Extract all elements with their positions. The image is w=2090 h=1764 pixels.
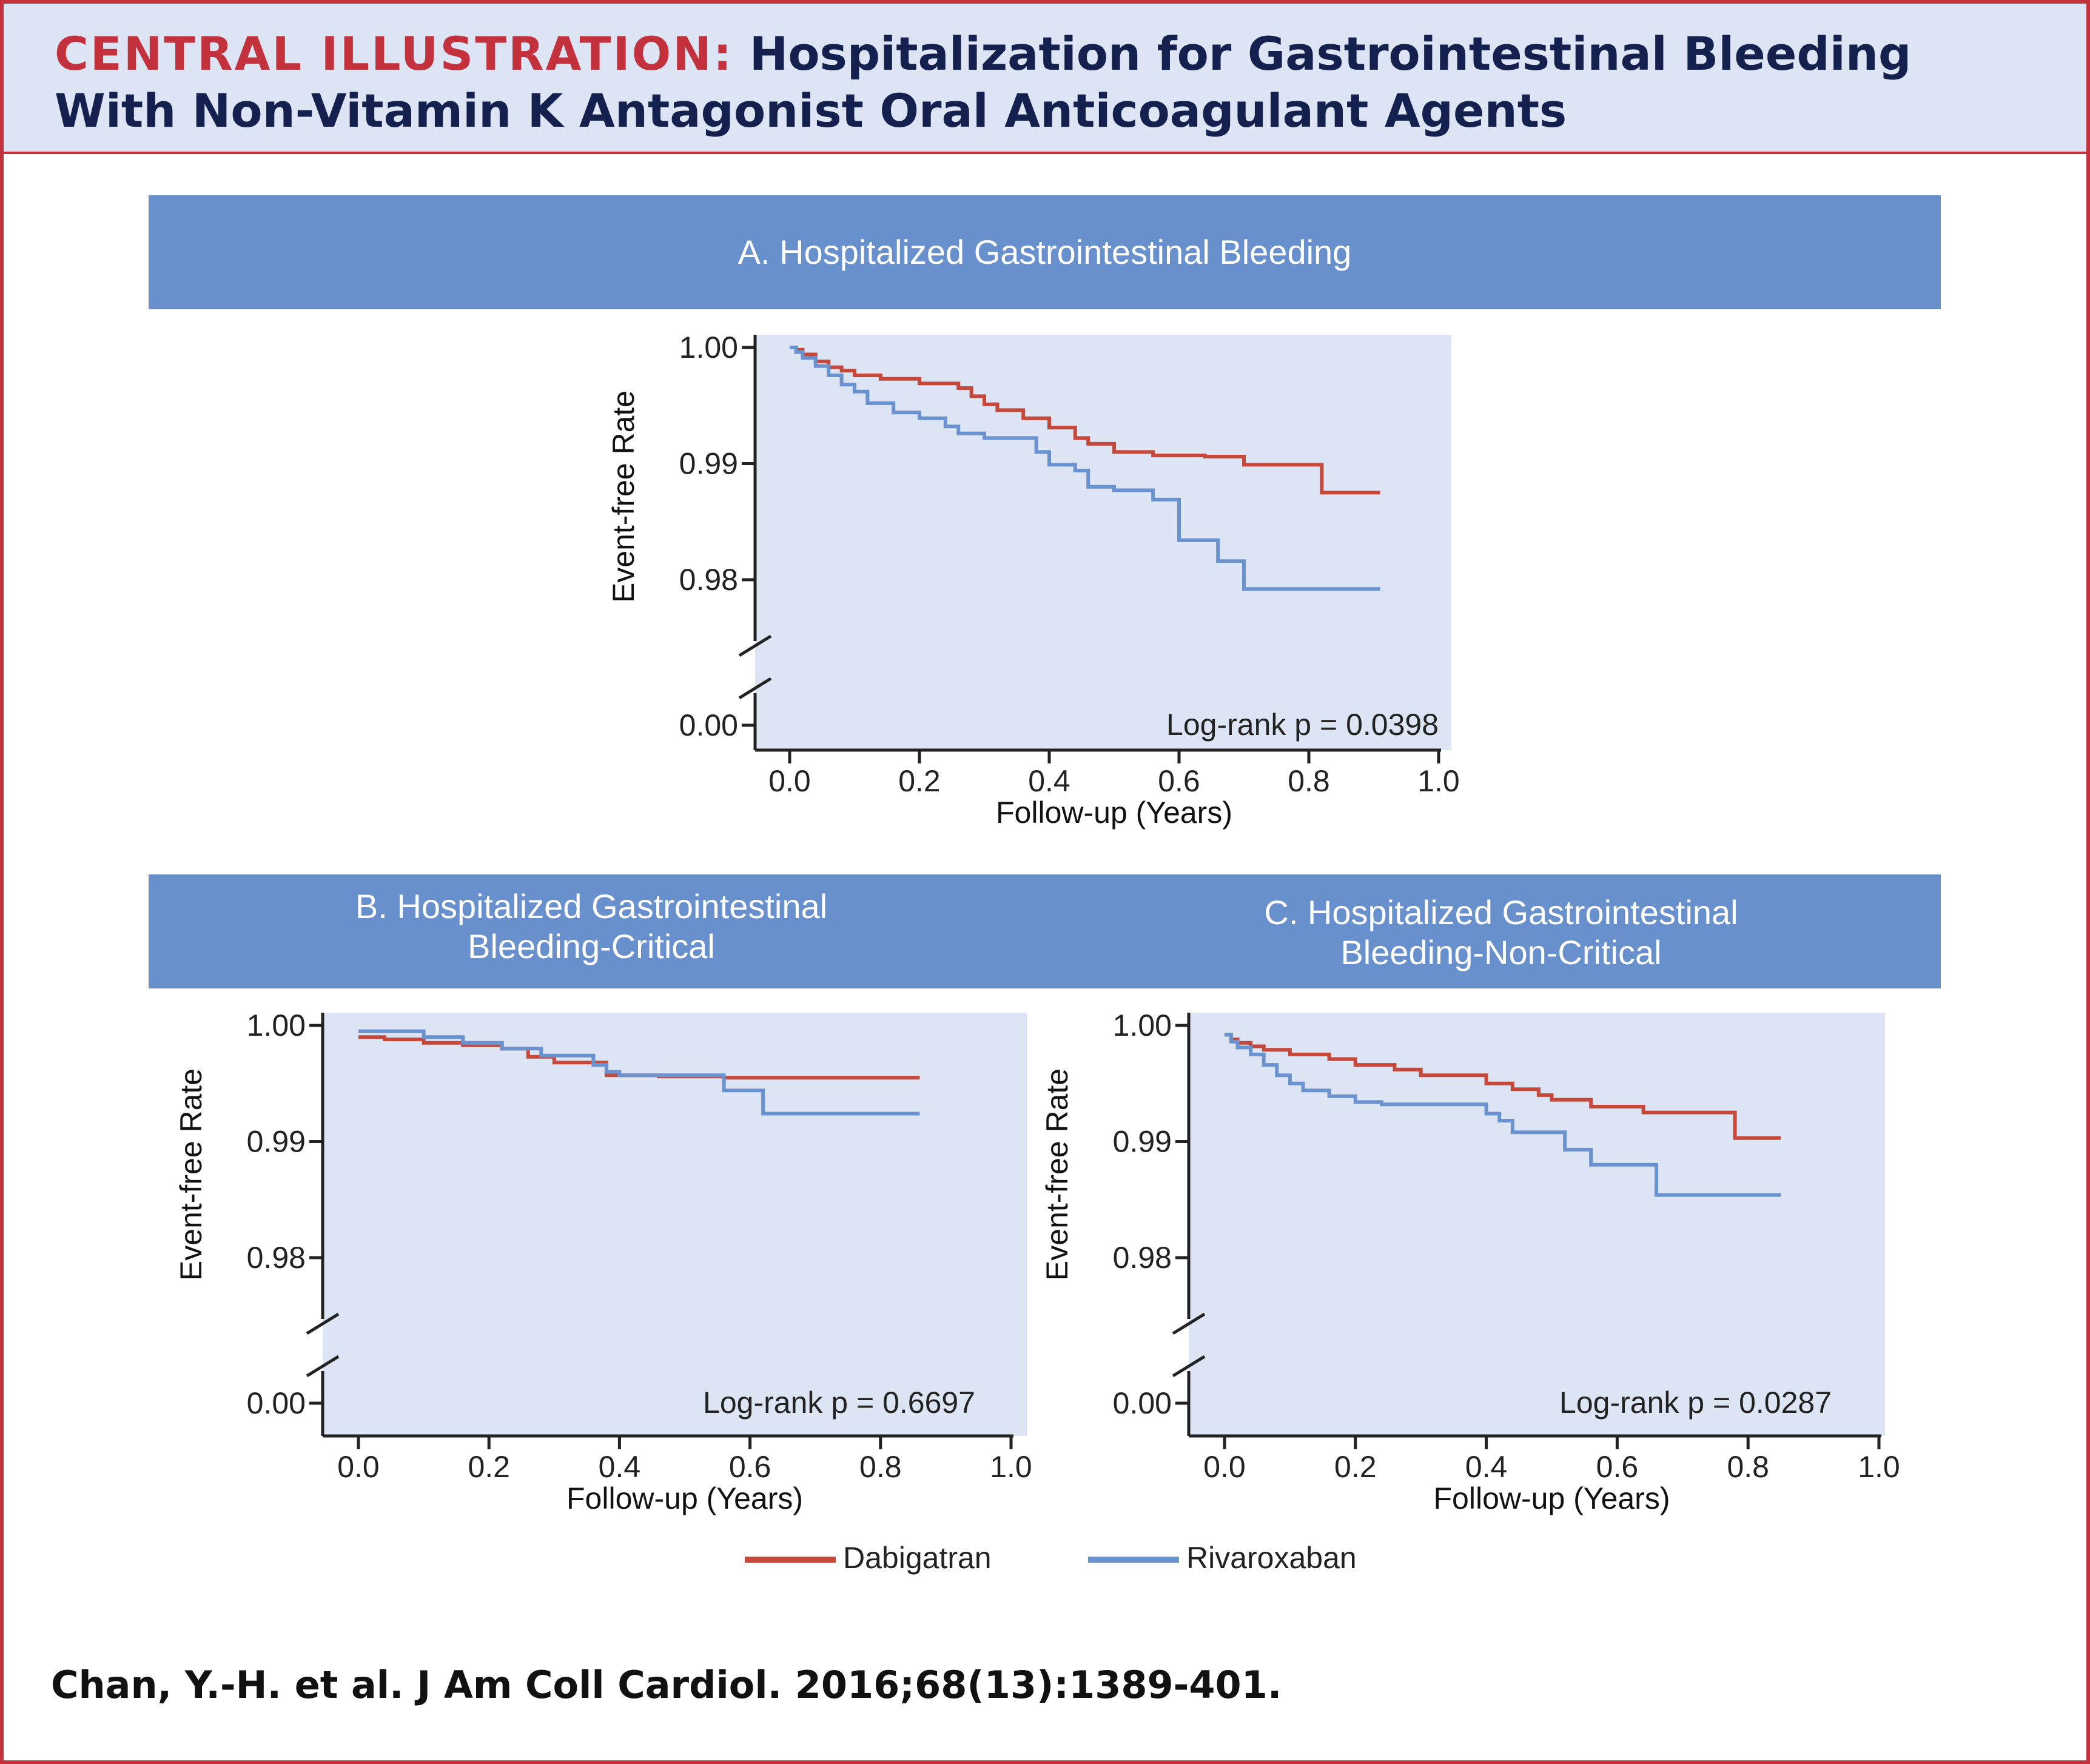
x-tick-label: 0.0: [337, 1450, 380, 1484]
panel-c-banner: C. Hospitalized Gastrointestinal Bleedin…: [1052, 874, 1941, 988]
axis-break-mark: [306, 1312, 340, 1335]
x-tick-label: 0.4: [1465, 1450, 1508, 1484]
y-tick-label: 0.00: [679, 708, 738, 742]
figure-header: CENTRAL ILLUSTRATION: Hospitalization fo…: [4, 4, 2086, 154]
series-line-dabigatran: [1225, 1033, 1781, 1140]
series-line-dabigatran: [790, 346, 1380, 495]
x-tick-label: 0.2: [898, 764, 941, 798]
x-tick-label: 0.6: [729, 1450, 771, 1484]
x-tick-label: 0.8: [859, 1450, 902, 1484]
panel-b-banner: B. Hospitalized Gastrointestinal Bleedin…: [149, 874, 1052, 988]
y-tick-label: 0.00: [247, 1386, 306, 1420]
axis-break-mark: [738, 677, 772, 700]
chart-panel-a: 1.00 0.99 0.98 0.00 0.0 0.2 0.4 0.6 0.8 1.0 Follow…: [607, 330, 1460, 830]
plot-area: [1189, 1013, 1885, 1436]
legend-swatch-dabigatran: [745, 1557, 836, 1563]
x-tick-label: 0.8: [1727, 1450, 1769, 1484]
series-line-rivaroxaban: [790, 346, 1380, 591]
log-rank-annotation: Log-rank p = 0.6697: [703, 1386, 975, 1420]
chart-panel-b: 1.00 0.99 0.98 0.00 0.0 0.2 0.4 0.6 0.8 1.0 Follow…: [174, 1008, 1032, 1515]
legend: Dabigatran Rivaroxaban: [745, 1538, 1412, 1580]
y-axis-label: Event-free Rate: [607, 391, 640, 603]
x-tick-label: 1.0: [1858, 1450, 1900, 1484]
x-axis-label: Follow-up (Years): [566, 1481, 803, 1515]
y-axis-label: Event-free Rate: [1040, 1068, 1074, 1281]
panel-c-title: C. Hospitalized Gastrointestinal Bleedin…: [1264, 893, 1738, 971]
x-tick-label: 0.2: [468, 1450, 510, 1484]
panel-b-title: B. Hospitalized Gastrointestinal Bleedin…: [355, 887, 828, 965]
panel-a-banner: A. Hospitalized Gastrointestinal Bleedin…: [149, 195, 1941, 309]
plot-area: [323, 1013, 1027, 1436]
y-tick-label: 0.00: [1113, 1386, 1172, 1420]
citation: Chan, Y.-H. et al. J Am Coll Cardiol. 20…: [51, 1663, 1282, 1707]
y-axis-label: Event-free Rate: [174, 1068, 208, 1281]
x-tick-label: 0.0: [768, 764, 811, 798]
x-tick-label: 1.0: [1417, 764, 1460, 798]
y-tick-label: 1.00: [247, 1008, 306, 1042]
x-axis-label: Follow-up (Years): [996, 796, 1232, 830]
y-tick-label: 0.98: [679, 563, 738, 597]
axis-break-mark: [306, 1355, 340, 1378]
panel-a-title: A. Hospitalized Gastrointestinal Bleedin…: [738, 233, 1352, 271]
log-rank-annotation: Log-rank p = 0.0398: [1166, 708, 1439, 742]
x-tick-label: 0.4: [1028, 764, 1070, 798]
y-tick-label: 0.99: [247, 1125, 306, 1159]
legend-label-rivaroxaban: Rivaroxaban: [1186, 1541, 1357, 1575]
y-tick-label: 0.98: [1113, 1241, 1172, 1275]
axis-break-mark: [738, 634, 772, 657]
x-axis-label: Follow-up (Years): [1434, 1481, 1670, 1515]
x-tick-label: 0.0: [1203, 1450, 1246, 1484]
x-tick-label: 0.6: [1158, 764, 1200, 798]
axis-break-mark: [1172, 1355, 1206, 1378]
legend-swatch-rivaroxaban: [1088, 1557, 1179, 1563]
y-tick-label: 0.98: [247, 1241, 306, 1275]
y-tick-label: 0.99: [679, 447, 738, 481]
title-line-1: Hospitalization for Gastrointestinal Ble…: [749, 27, 1912, 81]
y-tick-label: 1.00: [1113, 1008, 1172, 1042]
figure-title: CENTRAL ILLUSTRATION: Hospitalization fo…: [55, 25, 2056, 139]
series-line-rivaroxaban: [1225, 1033, 1781, 1197]
axis-break-mark: [1172, 1312, 1206, 1335]
x-tick-label: 1.0: [990, 1450, 1032, 1484]
chart-panel-c: 1.00 0.99 0.98 0.00 0.0 0.2 0.4 0.6 0.8 1.0 Follow…: [1040, 1008, 1900, 1515]
x-tick-label: 0.4: [599, 1450, 641, 1484]
series-line-rivaroxaban: [358, 1029, 920, 1116]
y-tick-label: 0.99: [1113, 1125, 1172, 1159]
log-rank-annotation: Log-rank p = 0.0287: [1559, 1386, 1832, 1420]
x-tick-label: 0.2: [1334, 1450, 1377, 1484]
x-tick-label: 0.6: [1596, 1450, 1639, 1484]
x-tick-label: 0.8: [1288, 764, 1330, 798]
plot-area: [755, 335, 1451, 750]
legend-label-dabigatran: Dabigatran: [843, 1541, 992, 1575]
central-illustration-label: CENTRAL ILLUSTRATION:: [55, 27, 734, 81]
y-tick-label: 1.00: [679, 330, 738, 364]
title-line-2: With Non-Vitamin K Antagonist Oral Antic…: [55, 84, 1567, 138]
